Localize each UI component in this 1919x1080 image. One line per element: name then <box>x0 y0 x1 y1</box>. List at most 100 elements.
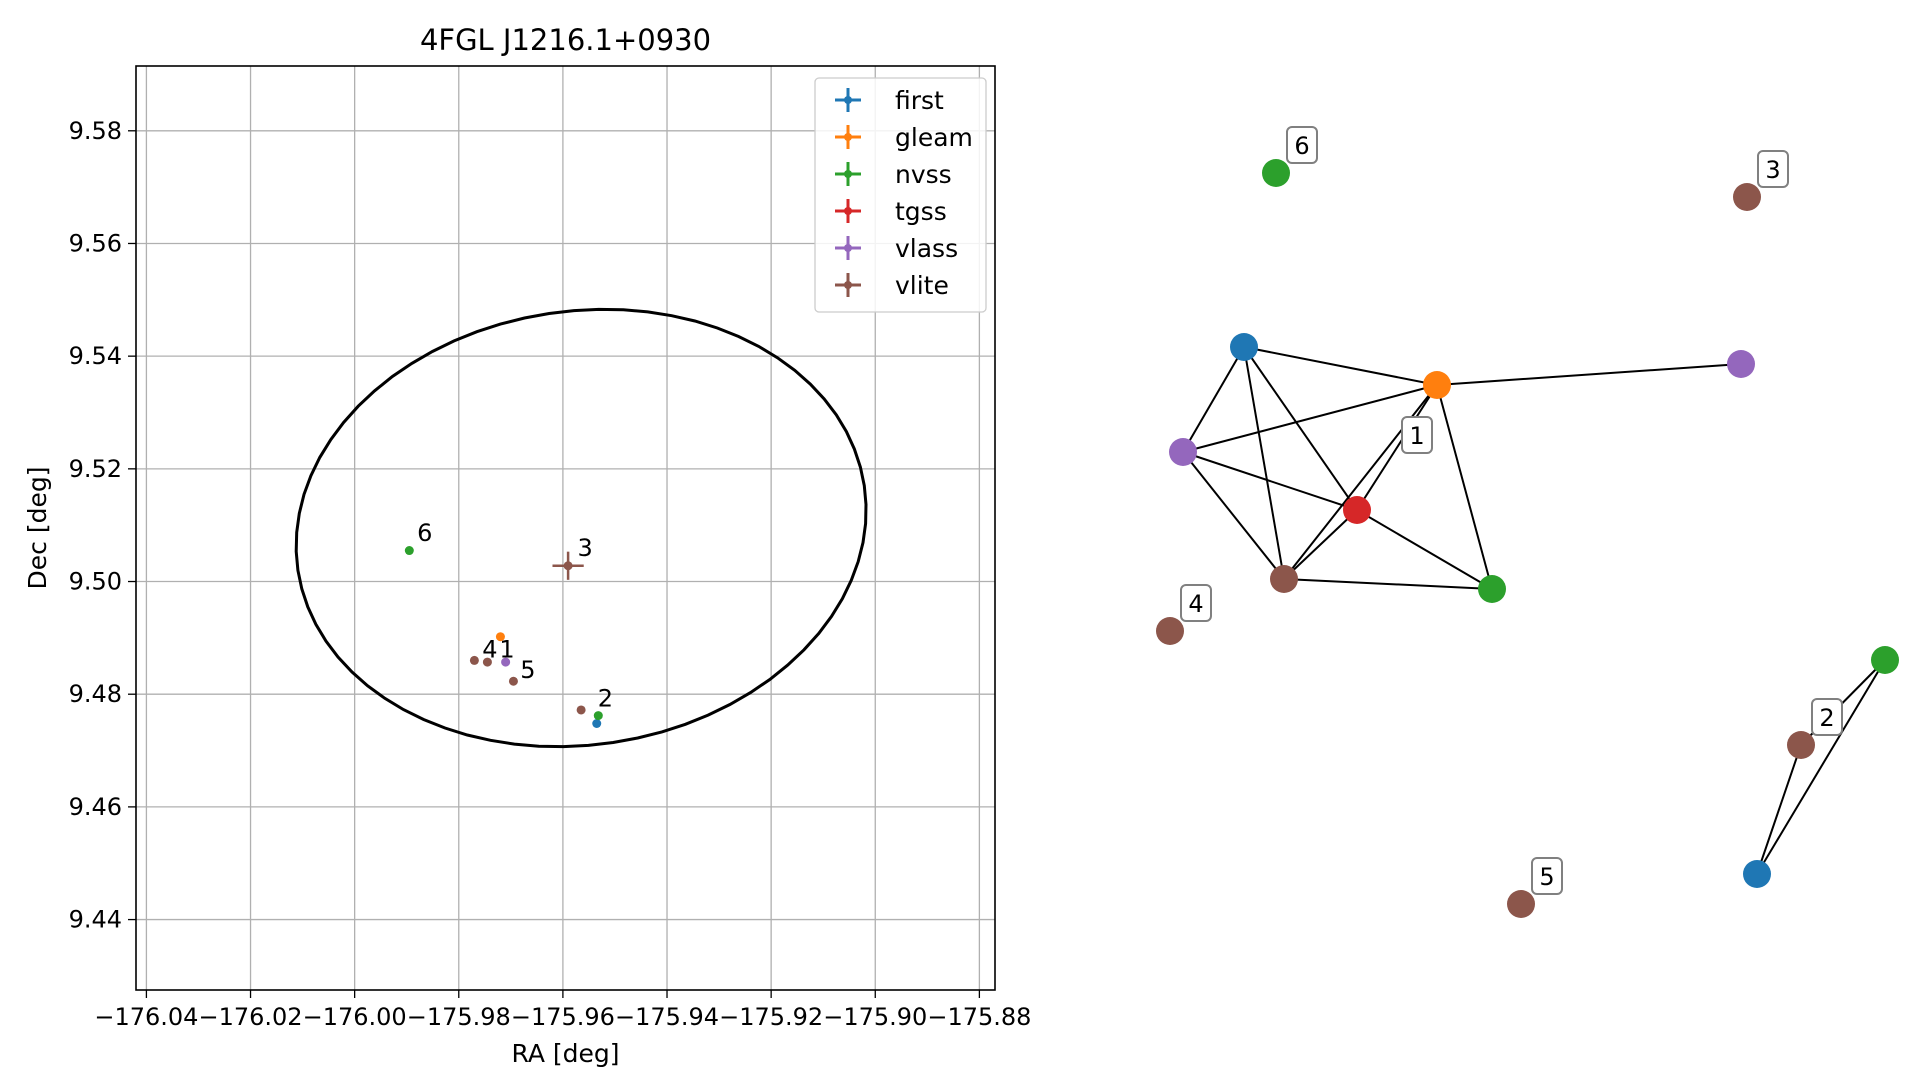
x-tick-label: −175.88 <box>927 1003 1031 1031</box>
node-label-frame <box>1401 416 1433 454</box>
graph-edge <box>1356 509 1493 590</box>
node-label-box: 1 <box>1401 416 1433 454</box>
x-axis-label: RA [deg] <box>511 1039 619 1068</box>
node-labels-layer: 6 3 4 2 5 1 <box>1180 126 1843 895</box>
legend: first gleam nvss tgss vlass vlite <box>814 77 987 313</box>
node-label-text: 4 <box>1188 590 1203 618</box>
edges-layer <box>1182 346 1886 875</box>
ticks-layer: −176.04 −176.02 −176.00 −175.98 −175.96 −175.… <box>69 117 1032 1031</box>
graph-edge <box>1283 578 1493 590</box>
graph-edge <box>1243 346 1285 580</box>
legend-label-gleam: gleam <box>895 123 973 152</box>
graph-node <box>1733 183 1761 211</box>
graph-node <box>1262 159 1290 187</box>
legend-dot-vlass <box>844 244 852 252</box>
graph-edge <box>1756 744 1802 875</box>
x-tick-label: −175.98 <box>407 1003 511 1031</box>
graph-edge <box>1182 451 1285 580</box>
legend-dot-nvss <box>844 170 852 178</box>
y-tick-label: 9.48 <box>69 680 122 708</box>
graph-node <box>1787 731 1815 759</box>
data-point-gleam <box>495 632 505 642</box>
chart-title: 4FGL J1216.1+0930 <box>420 23 711 57</box>
legend-label-vlass: vlass <box>895 234 958 263</box>
graph-node <box>1507 890 1535 918</box>
graph-node <box>1230 333 1258 361</box>
point-annotation: 6 <box>417 519 432 547</box>
node-label-box: 4 <box>1180 584 1212 622</box>
error-ellipse <box>294 307 868 749</box>
data-point-nvss <box>593 711 603 721</box>
graph-node <box>1478 575 1506 603</box>
legend-label-vlite: vlite <box>895 271 949 300</box>
legend-dot-first <box>844 96 852 104</box>
graph-edge <box>1182 346 1245 453</box>
ellipse-layer <box>294 307 868 749</box>
x-tick-label: −175.96 <box>511 1003 615 1031</box>
data-point-vlite <box>469 655 479 665</box>
node-label-text: 3 <box>1765 156 1780 184</box>
legend-dot-vlite <box>844 281 852 289</box>
point-annotation: 5 <box>520 656 535 684</box>
points-layer <box>404 546 603 729</box>
graph-edge <box>1436 384 1493 590</box>
graph-edge <box>1756 659 1886 875</box>
y-tick-label: 9.52 <box>69 455 122 483</box>
graph-edge <box>1283 509 1358 580</box>
node-label-box: 5 <box>1531 857 1563 895</box>
data-point-vlite <box>508 676 518 686</box>
node-label-text: 2 <box>1819 704 1834 732</box>
graph-edge <box>1283 384 1438 580</box>
graph-edge <box>1243 346 1438 386</box>
y-tick-label: 9.58 <box>69 117 122 145</box>
point-annotation: 1 <box>499 636 514 664</box>
data-point-nvss <box>404 546 414 556</box>
legend-label-tgss: tgss <box>895 197 947 226</box>
x-tick-label: −175.94 <box>615 1003 719 1031</box>
graph-node <box>1169 438 1197 466</box>
graph-edge <box>1182 384 1438 453</box>
legend-label-first: first <box>895 86 944 115</box>
graph-edge <box>1182 451 1358 511</box>
node-label-box: 2 <box>1811 698 1843 736</box>
graph-node <box>1423 371 1451 399</box>
data-point-vlite <box>482 657 492 667</box>
node-label-frame <box>1811 698 1843 736</box>
graph-node <box>1727 350 1755 378</box>
x-tick-label: −176.00 <box>303 1003 407 1031</box>
data-point-vlite <box>576 705 586 715</box>
graph-node <box>1270 565 1298 593</box>
node-label-text: 6 <box>1294 132 1309 160</box>
point-annotation: 2 <box>598 685 613 713</box>
node-label-frame <box>1757 150 1789 188</box>
node-label-frame <box>1286 126 1318 164</box>
legend-label-nvss: nvss <box>895 160 952 189</box>
node-label-frame <box>1180 584 1212 622</box>
x-tick-label: −175.90 <box>823 1003 927 1031</box>
y-tick-label: 9.44 <box>69 906 122 934</box>
node-label-frame <box>1531 857 1563 895</box>
x-tick-label: −175.92 <box>719 1003 823 1031</box>
nodes-layer <box>1156 159 1899 918</box>
plot-frame <box>135 65 996 991</box>
y-tick-label: 9.56 <box>69 229 122 257</box>
point-annotation: 4 <box>482 636 497 664</box>
data-point-first <box>592 719 602 729</box>
graph-edge <box>1436 363 1742 386</box>
y-tick-label: 9.54 <box>69 342 122 370</box>
data-point-vlass <box>501 657 511 667</box>
y-tick-label: 9.46 <box>69 793 122 821</box>
graph-node <box>1871 646 1899 674</box>
legend-dot-gleam <box>844 133 852 141</box>
x-tick-label: −176.02 <box>198 1003 302 1031</box>
node-label-text: 1 <box>1409 422 1424 450</box>
node-label-text: 5 <box>1539 863 1554 891</box>
data-point-vlite <box>563 561 573 571</box>
graph-node <box>1156 617 1184 645</box>
node-label-box: 6 <box>1286 126 1318 164</box>
x-tick-label: −176.04 <box>94 1003 198 1031</box>
graph-node <box>1343 496 1371 524</box>
graph-edge <box>1356 384 1438 511</box>
